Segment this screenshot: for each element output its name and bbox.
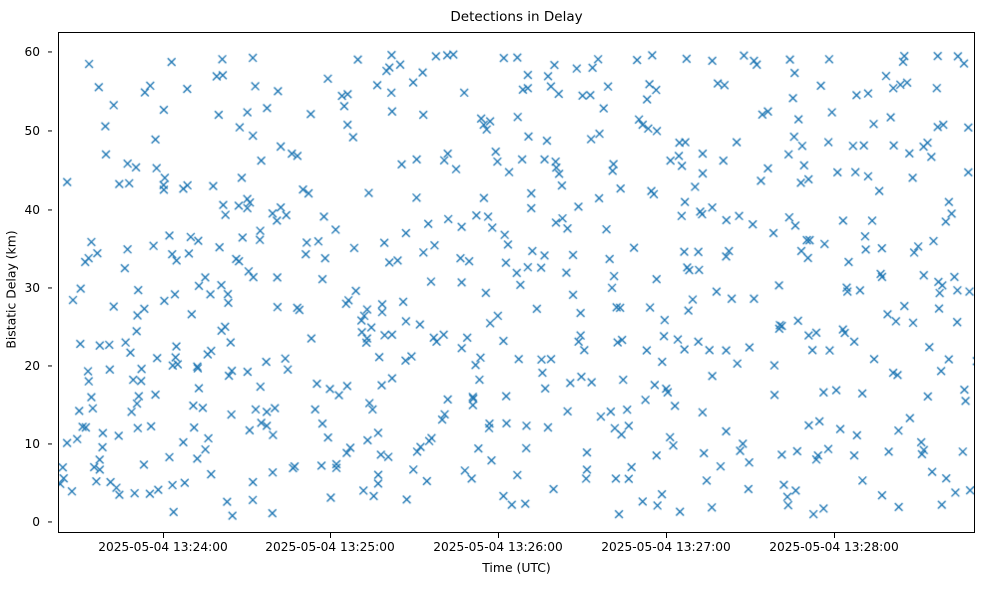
y-tick-mark (47, 209, 52, 211)
y-tick-mark (47, 365, 52, 367)
y-tick-mark (47, 443, 52, 445)
y-axis-label: Bistatic Delay (km) (3, 230, 19, 349)
x-tick-label: 2025-05-04 13:28:00 (769, 540, 899, 554)
x-tick-label: 2025-05-04 13:25:00 (265, 540, 395, 554)
x-tick-mark (330, 533, 332, 538)
y-tick-label: 30 (24, 281, 40, 295)
x-tick-label: 2025-05-04 13:24:00 (98, 540, 228, 554)
x-tick-mark (834, 533, 836, 538)
y-tick-mark (47, 521, 52, 523)
y-tick-label: 0 (32, 515, 40, 529)
y-tick-mark (47, 287, 52, 289)
scatter-points-layer (59, 33, 974, 532)
y-tick-label: 20 (24, 359, 40, 373)
x-tick-mark (163, 533, 165, 538)
y-tick-label: 50 (24, 124, 40, 138)
x-tick-mark (666, 533, 668, 538)
y-axis-ticks: 0 10 20 30 40 50 60 (0, 32, 52, 533)
y-tick-label: 10 (24, 437, 40, 451)
plot-area[interactable] (58, 32, 975, 533)
y-tick-label: 60 (24, 45, 40, 59)
x-tick-label: 2025-05-04 13:26:00 (433, 540, 563, 554)
y-tick-mark (47, 130, 52, 132)
y-tick-mark (47, 51, 52, 53)
x-tick-label: 2025-05-04 13:27:00 (601, 540, 731, 554)
x-axis-ticks: 2025-05-04 13:24:00 2025-05-04 13:25:00 20… (0, 533, 989, 563)
x-tick-mark (498, 533, 500, 538)
y-tick-label: 40 (24, 203, 40, 217)
chart-title: Detections in Delay (450, 9, 583, 25)
x-axis-label: Time (UTC) (482, 560, 551, 575)
